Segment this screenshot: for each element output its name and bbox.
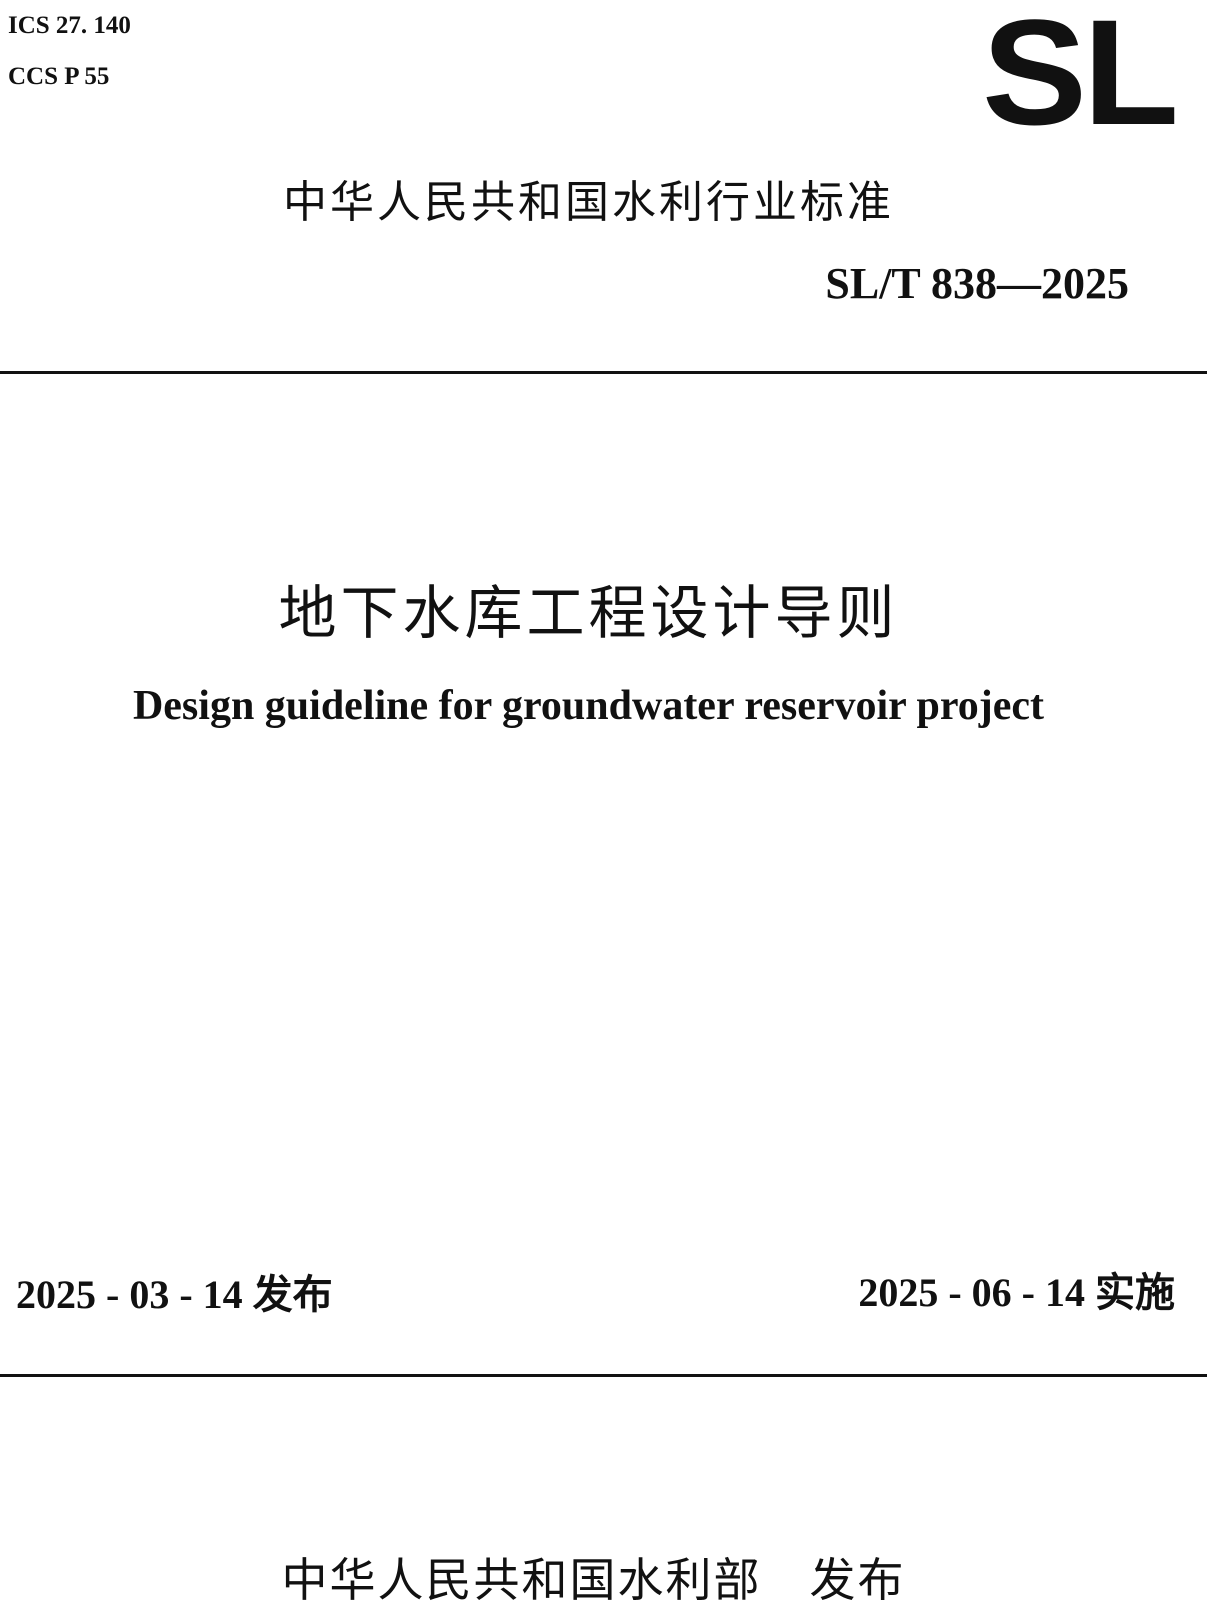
bottom-divider [0,1374,1207,1377]
standard-number: SL/T 838—2025 [825,259,1129,308]
issue-date: 2025 - 03 - 14 发布 [16,1272,333,1317]
implementation-date: 2025 - 06 - 14 实施 [858,1270,1175,1315]
publisher: 中华人民共和国水利部 发布 [281,1553,906,1607]
top-divider [0,371,1207,374]
standard-category: 中华人民共和国水利行业标准 [283,177,894,228]
title-english: Design guideline for groundwater reservo… [132,683,1045,729]
title-chinese: 地下水库工程设计导则 [278,579,899,647]
ccs-code: CCS P 55 [8,63,110,90]
ics-code: ICS 27. 140 [8,12,131,39]
sl-logo: SL [982,0,1179,156]
